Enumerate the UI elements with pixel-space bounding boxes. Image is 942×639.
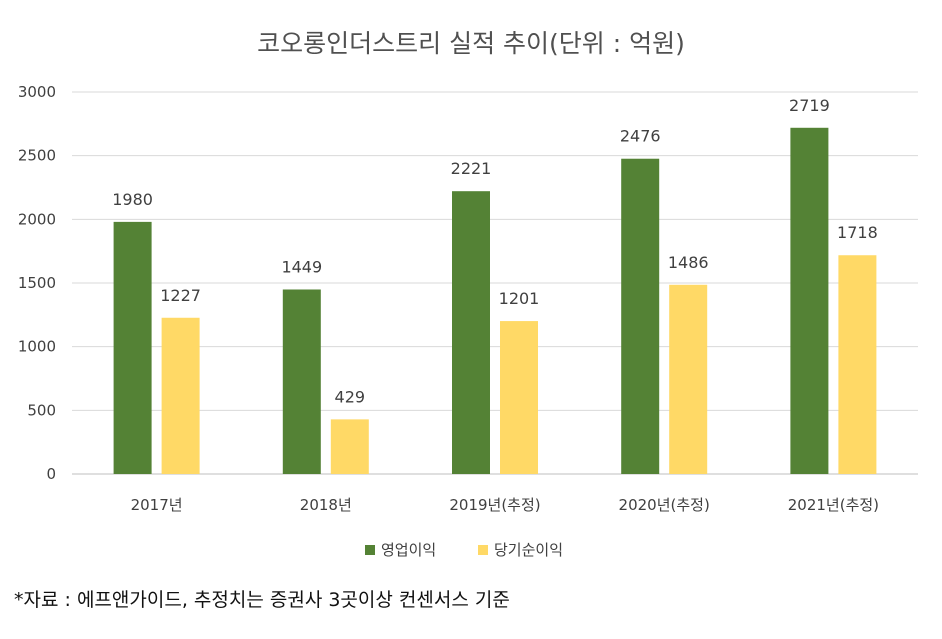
- bar-chart: 0 500 1000 1500 2000 2500 3000 1980 1227 1449 429…: [18, 83, 918, 559]
- x-tick-label: 2017년: [131, 496, 183, 514]
- data-label: 1227: [160, 286, 201, 305]
- y-tick-label: 0: [46, 465, 56, 483]
- bar-operating-profit: [452, 191, 490, 474]
- data-label: 1449: [281, 257, 322, 276]
- data-label: 2719: [789, 96, 830, 115]
- x-tick-label: 2021년(추정): [788, 496, 879, 514]
- x-tick-label: 2020년(추정): [619, 496, 710, 514]
- bar-operating-profit: [282, 289, 321, 474]
- data-label: 1201: [499, 289, 540, 308]
- x-tick-label: 2018년: [300, 496, 352, 514]
- bars: [113, 127, 877, 475]
- data-label: 1718: [837, 223, 878, 242]
- bar-net-income: [330, 419, 369, 474]
- bar-operating-profit: [621, 158, 660, 475]
- data-label: 429: [335, 387, 366, 406]
- chart-title: 코오롱인더스트리 실적 추이(단위 : 억원): [257, 29, 685, 58]
- bar-net-income: [838, 255, 877, 474]
- y-tick-label: 2000: [18, 210, 56, 228]
- y-tick-label: 2500: [18, 147, 56, 165]
- bar-net-income: [669, 284, 708, 474]
- data-label: 2476: [620, 127, 661, 146]
- y-tick-label: 1000: [18, 338, 56, 356]
- legend-label: 영업이익: [381, 541, 436, 559]
- legend: 영업이익 당기순이익: [365, 541, 563, 559]
- y-tick-label: 1500: [18, 274, 56, 292]
- bar-operating-profit: [113, 221, 152, 474]
- y-tick-label: 500: [27, 401, 56, 419]
- bar-net-income: [161, 317, 200, 474]
- y-tick-label: 3000: [18, 83, 56, 101]
- data-label: 2221: [451, 159, 492, 178]
- y-axis-ticks: 0 500 1000 1500 2000 2500 3000: [18, 83, 56, 483]
- bar-operating-profit: [790, 127, 829, 474]
- legend-swatch: [478, 545, 488, 555]
- data-labels: 1980 1227 1449 429 2221 1201 2476 1486 2719 1718: [112, 96, 878, 407]
- data-label: 1980: [112, 190, 153, 209]
- x-axis-ticks: 2017년 2018년 2019년(추정) 2020년(추정) 2021년(추정): [131, 496, 879, 514]
- legend-swatch: [365, 545, 375, 555]
- gridlines: [72, 91, 918, 475]
- x-tick-label: 2019년(추정): [449, 496, 540, 514]
- bar-net-income: [500, 321, 538, 474]
- legend-label: 당기순이익: [494, 541, 563, 559]
- data-label: 1486: [668, 253, 709, 272]
- footnote: *자료 : 에프앤가이드, 추정치는 증권사 3곳이상 컨센서스 기준: [14, 589, 510, 611]
